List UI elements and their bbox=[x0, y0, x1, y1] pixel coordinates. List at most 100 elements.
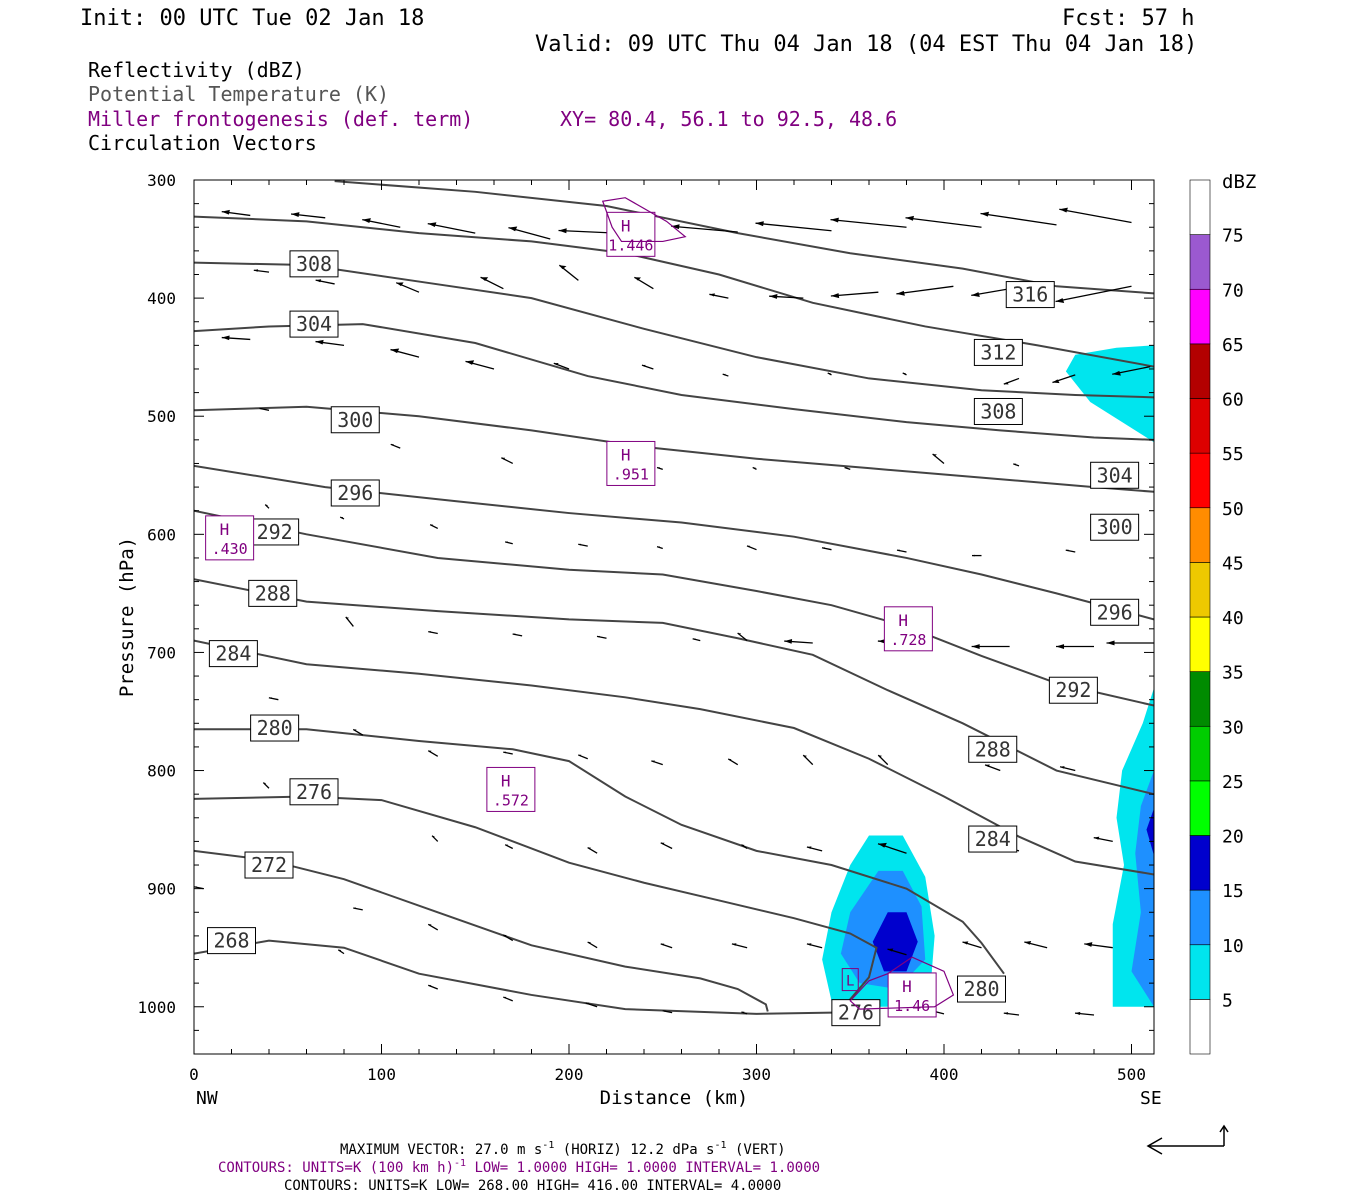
colorbar-segment bbox=[1189, 835, 1211, 891]
circulation-vector-64 bbox=[971, 644, 1010, 649]
y-axis: 300 400 500 600 700 800 900 1000 bbox=[137, 171, 1154, 1055]
colorbar-level-label: 50 bbox=[1222, 499, 1244, 520]
theta-label-extra-1: 308 bbox=[973, 397, 1023, 425]
circulation-vector-103 bbox=[585, 1002, 598, 1008]
circulation-vector-24 bbox=[221, 335, 251, 341]
svg-text:284: 284 bbox=[215, 642, 251, 666]
circulation-vector-85 bbox=[877, 842, 907, 854]
theta-contour-280 bbox=[194, 728, 1005, 975]
svg-text:272: 272 bbox=[251, 853, 287, 877]
theta-label-312: 312 bbox=[973, 338, 1023, 366]
theta-contour-312 bbox=[194, 215, 1154, 368]
circulation-vector-21 bbox=[896, 285, 954, 296]
circulation-vector-77 bbox=[1059, 766, 1076, 772]
theta-label-extra-3: 296 bbox=[1090, 598, 1140, 626]
colorbar-level-label: 30 bbox=[1222, 717, 1244, 738]
colorbar-level-label: 70 bbox=[1222, 280, 1244, 301]
circulation-vector-31 bbox=[827, 372, 832, 376]
x-tick-label: 300 bbox=[742, 1065, 771, 1084]
circulation-vector-91 bbox=[502, 934, 514, 942]
colorbar-segment bbox=[1189, 343, 1211, 399]
circulation-vector-45 bbox=[264, 504, 270, 509]
svg-text:300: 300 bbox=[337, 408, 373, 432]
x-tick-label: 500 bbox=[1117, 1065, 1146, 1084]
svg-text:308: 308 bbox=[980, 399, 1016, 423]
field-reflectivity: Reflectivity (dBZ) bbox=[88, 58, 305, 82]
theta-label-extra-5: 288 bbox=[968, 735, 1018, 763]
circulation-vector-87 bbox=[1093, 836, 1113, 843]
circulation-vector-73 bbox=[727, 758, 739, 766]
circulation-vector-98 bbox=[1024, 941, 1048, 949]
circulation-vector-67 bbox=[268, 697, 279, 701]
svg-text:288: 288 bbox=[975, 737, 1011, 761]
circulation-vector-69 bbox=[427, 750, 439, 757]
valid-time: Valid: 09 UTC Thu 04 Jan 18 (04 EST Thu … bbox=[535, 32, 1197, 57]
y-tick-label: 500 bbox=[147, 407, 176, 426]
frontogenesis-contour-0 bbox=[601, 197, 687, 243]
colorbar-level-label: 45 bbox=[1222, 553, 1244, 574]
circulation-vector-95 bbox=[806, 943, 823, 949]
circulation-vector-104 bbox=[662, 1010, 673, 1014]
svg-text:308: 308 bbox=[296, 252, 332, 276]
svg-text:.951: .951 bbox=[613, 465, 649, 483]
colorbar-segment bbox=[1189, 889, 1211, 946]
circulation-vector-94 bbox=[731, 943, 748, 949]
svg-text:H: H bbox=[220, 520, 230, 539]
circulation-vector-9 bbox=[905, 215, 982, 228]
colorbar-segment bbox=[1189, 616, 1211, 672]
circulation-vector-61 bbox=[737, 632, 748, 642]
circulation-vector-15 bbox=[480, 276, 504, 290]
circulation-vector-80 bbox=[504, 844, 514, 850]
colorbar-level-label: 10 bbox=[1222, 936, 1244, 957]
circulation-vector-38 bbox=[501, 457, 514, 465]
circulation-vector-107 bbox=[1003, 1012, 1020, 1016]
field-vectors: Circulation Vectors bbox=[88, 131, 317, 155]
svg-text:280: 280 bbox=[257, 716, 293, 740]
circulation-vector-74 bbox=[802, 754, 814, 766]
colorbar-level-label: 55 bbox=[1222, 444, 1244, 465]
colorbar-segment bbox=[1189, 507, 1211, 563]
circulation-vector-36 bbox=[259, 407, 270, 411]
svg-text:1.46: 1.46 bbox=[894, 997, 930, 1015]
svg-text:304: 304 bbox=[1097, 463, 1133, 487]
frontogenesis-max-3: H.728 bbox=[883, 606, 933, 652]
theta-label-316: 316 bbox=[1005, 281, 1055, 309]
colorbar-segment bbox=[1189, 999, 1211, 1055]
circulation-vector-65 bbox=[1056, 644, 1094, 649]
svg-text:L: L bbox=[846, 974, 854, 990]
x-tick-label: 200 bbox=[555, 1065, 584, 1084]
svg-text:H: H bbox=[902, 977, 912, 996]
colorbar-segment bbox=[1189, 234, 1211, 290]
circulation-vector-79 bbox=[431, 835, 439, 842]
theta-label-extra-8: 276 bbox=[831, 999, 881, 1027]
y-axis-title: Pressure (hPa) bbox=[116, 537, 138, 697]
theta-contour-316 bbox=[334, 180, 1154, 295]
frontogenesis-contour-1 bbox=[849, 956, 955, 1010]
theta-labels: 268 272 276 280 284 288 292 296 300 304 308 312 316 3… bbox=[207, 250, 1140, 1027]
svg-text:288: 288 bbox=[255, 581, 291, 605]
colorbar-segment bbox=[1189, 780, 1211, 836]
circulation-vector-2 bbox=[362, 218, 401, 228]
circulation-vector-40 bbox=[752, 466, 757, 470]
circulation-vector-28 bbox=[553, 362, 570, 370]
circulation-vector-71 bbox=[578, 754, 588, 760]
circulation-vector-66 bbox=[1106, 640, 1154, 646]
circulation-vector-54 bbox=[972, 554, 982, 557]
colorbar-level-label: 20 bbox=[1222, 827, 1244, 848]
svg-text:296: 296 bbox=[337, 481, 373, 505]
xy-readout: XY= 80.4, 56.1 to 92.5, 48.6 bbox=[560, 107, 897, 131]
circulation-vector-30 bbox=[722, 373, 729, 377]
circulation-vector-50 bbox=[656, 545, 663, 550]
circulation-vector-19 bbox=[769, 294, 804, 299]
forecast-hour: Fcst: 57 h bbox=[1062, 6, 1194, 31]
circulation-vector-7 bbox=[755, 221, 832, 232]
reflectivity-area-3 bbox=[1065, 345, 1154, 443]
circulation-vector-49 bbox=[578, 543, 588, 547]
contours-note-purple: CONTOURS: UNITS=K (100 km h)-1 LOW= 1.00… bbox=[218, 1158, 820, 1176]
circulation-vector-52 bbox=[821, 547, 832, 551]
y-tick-label: 300 bbox=[147, 171, 176, 190]
circulation-vector-108 bbox=[1074, 1011, 1095, 1016]
theta-label-268: 268 bbox=[207, 927, 256, 955]
